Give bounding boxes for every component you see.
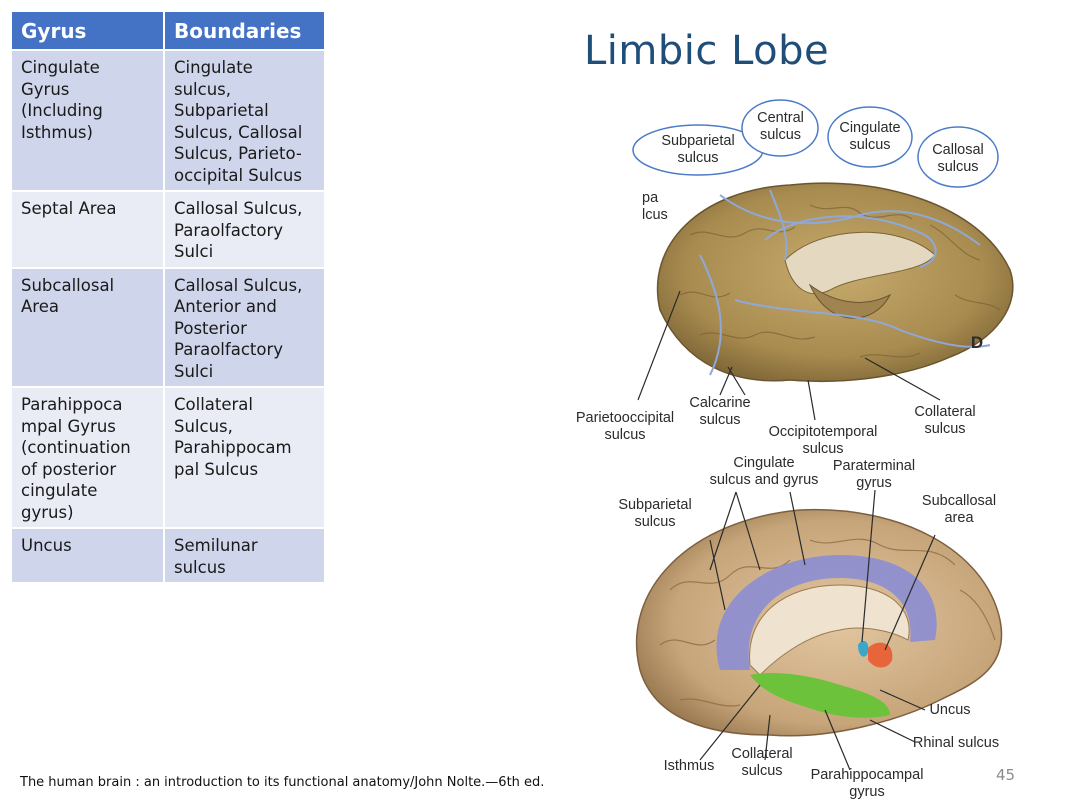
label-subparietal-sulcus-bottom: Subparietal sulcus xyxy=(618,497,692,530)
label-subcallosal-area: Subcallosal area xyxy=(921,493,997,526)
cell-line: Paraolfactory xyxy=(174,220,283,240)
cell-line: mpal Gyrus xyxy=(21,416,116,436)
cell-line: Septal Area xyxy=(21,199,117,218)
page-number: 45 xyxy=(996,766,1016,784)
brain-medial-sulci-figure xyxy=(632,99,1014,421)
cell-line: occipital Sulcus xyxy=(174,165,302,185)
cell-line: Posterior xyxy=(174,318,247,338)
cell-gyrus: Parahippoca mpal Gyrus (continuation of pos… xyxy=(10,386,165,529)
cell-line: (continuation xyxy=(21,438,131,457)
cell-gyrus: Uncus xyxy=(10,527,165,584)
cell-line: Sulci xyxy=(174,242,214,261)
cell-line: cingulate xyxy=(21,481,98,500)
cell-line: Cingulate xyxy=(174,58,253,77)
label-calcarine-sulcus: Calcarine sulcus xyxy=(689,395,751,428)
label-cingulate-sulcus-gyrus: Cingulate sulcus and gyrus xyxy=(709,455,819,488)
cell-gyrus: Subcallosal Area xyxy=(10,266,165,388)
cell-line: Collateral xyxy=(174,395,253,414)
cell-line: Subcallosal xyxy=(21,275,115,295)
label-callosal-sulcus: Callosal sulcus xyxy=(932,142,984,175)
cell-line: Callosal Sulcus, xyxy=(174,199,303,218)
brain-limbic-lobe-figure xyxy=(635,489,1003,770)
table-header-row: Gyrus Boundaries xyxy=(10,10,326,51)
label-parahippocampal-gyrus: Parahippocampal gyrus xyxy=(810,767,924,800)
cell-line: Cingulate xyxy=(21,58,100,77)
label-cingulate-sulcus-top: Cingulate sulcus xyxy=(839,120,901,153)
cell-boundaries: Callosal Sulcus, Anterior and Posterior Par… xyxy=(163,266,326,388)
callosal-circle xyxy=(917,126,999,188)
label-parietooccipital-sulcus: Parietooccipital sulcus xyxy=(575,410,675,443)
label-partial-cut: pa lcus xyxy=(642,190,668,223)
subcallosal-area-region xyxy=(868,642,893,668)
cell-boundaries: Cingulate sulcus, Subparietal Sulcus, Callo… xyxy=(163,49,326,192)
slide-title: Limbic Lobe xyxy=(584,28,830,74)
label-uncus: Uncus xyxy=(929,702,971,718)
table-row: Uncus Semilunar sulcus xyxy=(10,527,326,584)
cell-line: Sulcus, Parieto- xyxy=(174,144,302,163)
header-boundaries: Boundaries xyxy=(163,10,326,51)
cell-boundaries: Collateral Sulcus, Parahippocam pal Sulcus xyxy=(163,386,326,529)
cell-boundaries: Callosal Sulcus, Paraolfactory Sulci xyxy=(163,190,326,269)
cell-line: Uncus xyxy=(21,536,72,555)
central-circle xyxy=(741,99,819,157)
label-central-sulcus: Central sulcus xyxy=(757,110,804,143)
label-subparietal-sulcus-top: Subparietal sulcus xyxy=(661,133,735,166)
cell-line: Sulci xyxy=(174,361,214,381)
panel-letter-d: D xyxy=(970,333,984,352)
cell-line: sulcus xyxy=(174,557,226,577)
cell-line: Sulcus, Callosal xyxy=(174,122,303,142)
table-row: Parahippoca mpal Gyrus (continuation of pos… xyxy=(10,386,326,529)
cell-line: Semilunar xyxy=(174,536,258,555)
limbic-gyrus-table: Gyrus Boundaries Cingulate Gyrus (Includin… xyxy=(10,10,326,584)
header-gyrus: Gyrus xyxy=(10,10,165,51)
label-collateral-sulcus-bottom: Collateral sulcus xyxy=(731,746,793,779)
cell-line: Isthmus) xyxy=(21,122,93,142)
cell-line: Subparietal xyxy=(174,101,269,120)
cell-line: Callosal Sulcus, xyxy=(174,275,303,295)
parahippocampal-gyrus-region xyxy=(750,673,890,718)
cell-line: Parahippocam xyxy=(174,438,292,457)
label-collateral-sulcus-top: Collateral sulcus xyxy=(914,404,976,437)
cell-gyrus: Septal Area xyxy=(10,190,165,269)
cingulate-gyrus-region xyxy=(716,555,937,670)
paraterminal-gyrus-region xyxy=(858,640,869,657)
cell-line: Gyrus xyxy=(21,79,70,99)
citation: The human brain : an introduction to its… xyxy=(20,775,545,790)
cingulate-circle xyxy=(827,106,913,168)
label-isthmus: Isthmus xyxy=(663,758,715,774)
table-row: Septal Area Callosal Sulcus, Paraolfactory… xyxy=(10,190,326,269)
cell-line: pal Sulcus xyxy=(174,459,259,479)
cell-line: Paraolfactory xyxy=(174,340,283,359)
cell-line: of posterior xyxy=(21,459,117,479)
cell-boundaries: Semilunar sulcus xyxy=(163,527,326,584)
cell-line: (Including xyxy=(21,101,103,120)
cell-line: sulcus, xyxy=(174,79,232,99)
cell-line: Parahippoca xyxy=(21,395,123,414)
cell-line: Sulcus, xyxy=(174,416,233,436)
label-rhinal-sulcus: Rhinal sulcus xyxy=(912,735,1000,751)
cell-line: Area xyxy=(21,297,59,316)
cell-line: gyrus) xyxy=(21,502,74,522)
table-row: Cingulate Gyrus (Including Isthmus) Cingulat… xyxy=(10,49,326,192)
label-occipitotemporal-sulcus: Occipitotemporal sulcus xyxy=(768,424,878,457)
table-row: Subcallosal Area Callosal Sulcus, Anterior … xyxy=(10,266,326,388)
label-paraterminal-gyrus: Paraterminal gyrus xyxy=(832,458,916,491)
cell-gyrus: Cingulate Gyrus (Including Isthmus) xyxy=(10,49,165,192)
cell-line: Anterior and xyxy=(174,297,277,316)
